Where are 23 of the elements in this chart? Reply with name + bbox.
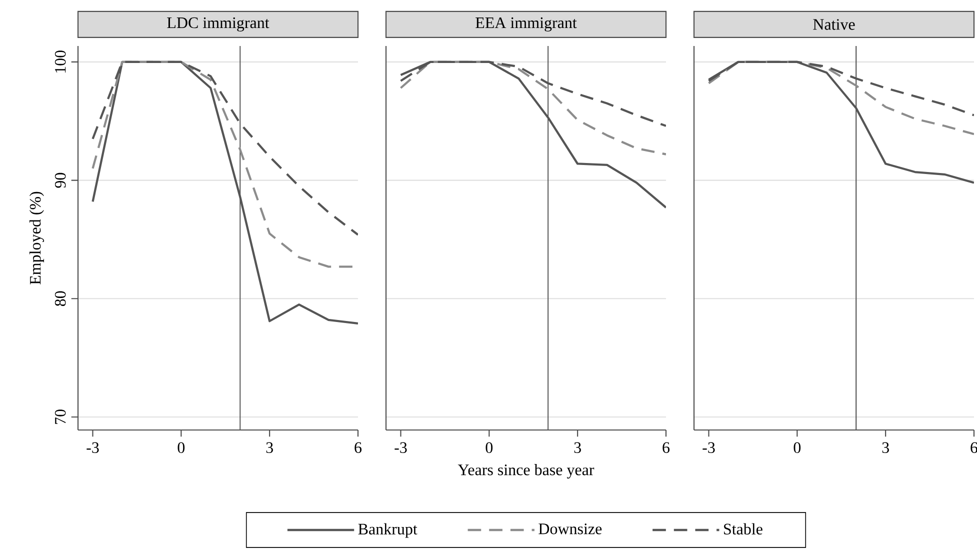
y-tick-label: 90	[54, 172, 66, 188]
chart-title: LDC immigrant	[167, 17, 270, 32]
y-tick-label: 100	[54, 50, 66, 73]
x-tick-label: 3	[574, 442, 581, 454]
x-tick-label: 6	[354, 442, 362, 454]
x-tick-label: 3	[266, 442, 273, 454]
y-axis-title: Employed (%)	[29, 192, 44, 284]
chart-title: Native	[813, 19, 855, 30]
legend-label: Stable	[724, 523, 762, 534]
legend-label: Bankrupt	[358, 523, 418, 538]
legend-label: Downsize	[538, 523, 602, 534]
y-tick-label: 70	[54, 410, 66, 424]
x-tick-label: -3	[702, 442, 715, 454]
chart-title: EEA immigrant	[476, 17, 577, 32]
x-tick-label: 0	[178, 442, 185, 454]
x-tick-label: 0	[794, 442, 801, 454]
x-tick-label: 3	[882, 442, 889, 454]
x-tick-label: -3	[394, 442, 407, 454]
x-tick-label: -3	[86, 442, 99, 454]
y-tick-label: 80	[54, 291, 66, 306]
x-axis-title: Years since base year	[458, 464, 594, 479]
x-tick-label: 6	[662, 442, 670, 454]
x-tick-label: 0	[486, 442, 493, 454]
